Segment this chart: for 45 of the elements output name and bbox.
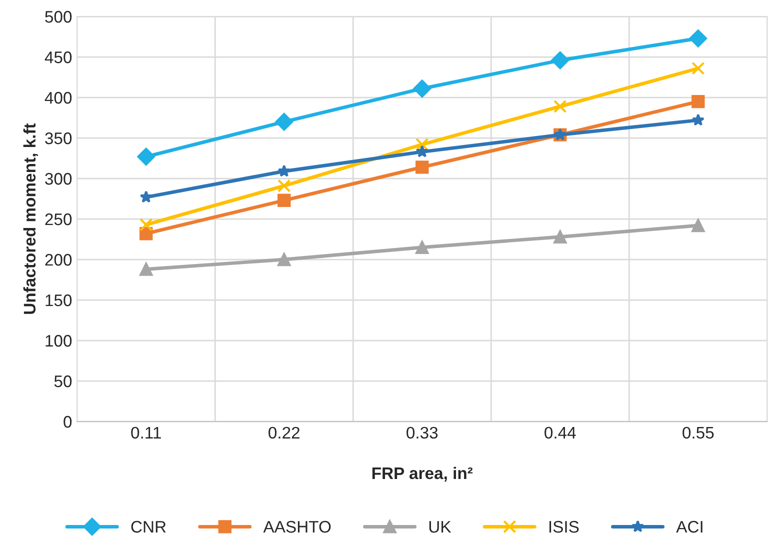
x-tick-label: 0.22: [268, 426, 300, 439]
y-axis-title: Unfactored moment, k.ft: [23, 123, 38, 314]
y-tick-label: 450: [44, 51, 72, 64]
y-tick-label: 0: [64, 416, 72, 428]
point: [692, 62, 705, 75]
y-tick-label: 250: [45, 213, 72, 226]
y-tick-label: 50: [54, 375, 72, 388]
point: [416, 145, 428, 158]
x-tick-label: 0.11: [131, 426, 161, 439]
point: [551, 51, 570, 70]
point: [140, 218, 153, 232]
legend-label: ISIS: [549, 520, 579, 533]
point: [137, 148, 156, 166]
point: [140, 190, 152, 203]
legend-label: ACI: [676, 520, 702, 533]
point: [416, 138, 429, 152]
point: [278, 164, 290, 177]
point: [278, 194, 291, 207]
point: [554, 100, 567, 114]
y-tick-label: 100: [46, 334, 72, 347]
point: [278, 252, 291, 266]
point: [689, 29, 708, 48]
y-tick-label: 300: [45, 172, 72, 185]
point: [692, 218, 705, 232]
legend-label: AASHTO: [263, 520, 331, 533]
legend-label: UK: [429, 521, 452, 533]
x-tick-label: 0.44: [544, 426, 576, 439]
y-tick-label: 400: [44, 92, 72, 104]
y-tick-label: 150: [46, 294, 72, 306]
x-tick-label: 0.33: [406, 426, 438, 439]
x-tick-label: 0.55: [682, 426, 714, 439]
point: [554, 230, 567, 244]
y-tick-label: 200: [45, 254, 72, 266]
point: [692, 114, 704, 126]
point: [278, 179, 291, 192]
point: [416, 160, 429, 174]
legend-label: CNR: [131, 520, 166, 533]
point: [416, 240, 429, 254]
y-tick-label: 350: [45, 132, 72, 144]
point: [692, 94, 705, 108]
point: [413, 80, 432, 98]
y-tick-label: 500: [45, 10, 72, 23]
x-axis-title: FRP area, in²: [372, 466, 473, 482]
point: [140, 262, 153, 276]
point: [275, 112, 294, 131]
